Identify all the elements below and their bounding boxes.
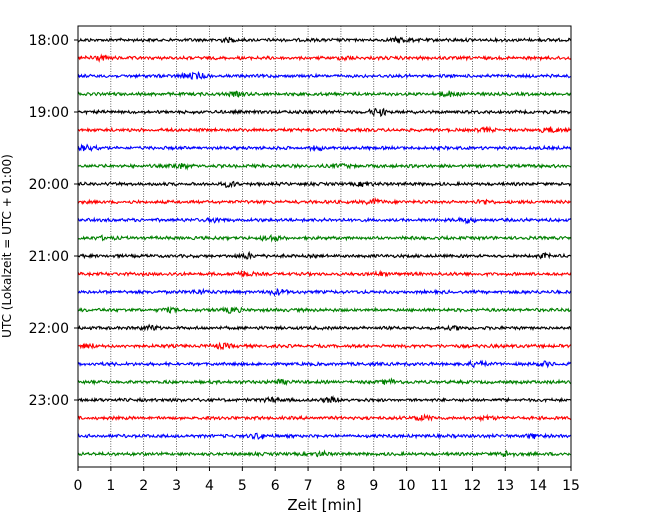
y-tick-label: 23:00	[29, 393, 69, 409]
x-tick-label: 6	[271, 478, 280, 494]
y-tick-label: 19:00	[29, 105, 69, 121]
x-tick-label: 7	[304, 478, 313, 494]
trace-group	[77, 35, 572, 458]
trace-2115	[77, 269, 572, 279]
y-tick-label: 21:00	[29, 249, 69, 265]
trace-2200	[77, 323, 572, 332]
trace-2215	[77, 341, 572, 351]
trace-1800	[77, 35, 572, 44]
x-tick-label: 3	[172, 478, 181, 494]
trace-2130	[77, 287, 572, 297]
trace-1845	[77, 90, 572, 98]
trace-1930	[77, 143, 572, 153]
x-tick-label: 12	[463, 478, 481, 494]
trace-2345	[77, 449, 572, 458]
trace-1900	[77, 107, 572, 118]
trace-1915	[77, 125, 572, 134]
x-tick-label: 9	[369, 478, 378, 494]
y-axis: 18:00 19:00 20:00 21:00 22:00 23:00	[29, 33, 78, 409]
x-tick-label: 2	[139, 478, 148, 494]
trace-2300	[77, 395, 572, 404]
plot-frame	[77, 25, 572, 468]
x-axis: 0 1 2 3 4 5 6 7 8 9 10 11 12 13 14 15	[74, 467, 580, 494]
trace-2015	[77, 196, 572, 206]
trace-2030	[77, 216, 572, 225]
y-tick-label: 18:00	[29, 33, 69, 49]
x-tick-label: 11	[431, 478, 449, 494]
trace-2330	[77, 432, 572, 440]
y-tick-label: 20:00	[29, 177, 69, 193]
trace-1830	[77, 70, 572, 80]
x-tick-label: 1	[106, 478, 115, 494]
x-tick-label: 14	[529, 478, 547, 494]
x-tick-label: 15	[562, 478, 580, 494]
x-tick-label: 0	[74, 478, 83, 494]
y-axis-label: UTC (Lokalzeit = UTC + 01:00)	[0, 154, 14, 338]
x-tick-label: 8	[336, 478, 345, 494]
x-tick-label: 5	[238, 478, 247, 494]
trace-2315	[77, 413, 572, 423]
trace-2230	[77, 359, 572, 369]
trace-1815	[77, 53, 572, 63]
x-tick-label: 4	[205, 478, 214, 494]
trace-2245	[77, 377, 572, 387]
y-tick-label: 22:00	[29, 321, 69, 337]
x-tick-label: 13	[496, 478, 514, 494]
x-axis-label: Zeit [min]	[287, 496, 361, 514]
trace-2145	[77, 305, 572, 315]
grid-lines	[110, 26, 539, 467]
trace-2000	[77, 180, 572, 189]
trace-1945	[77, 162, 572, 171]
trace-2100	[77, 250, 572, 261]
trace-2045	[77, 233, 572, 243]
x-tick-label: 10	[398, 478, 416, 494]
